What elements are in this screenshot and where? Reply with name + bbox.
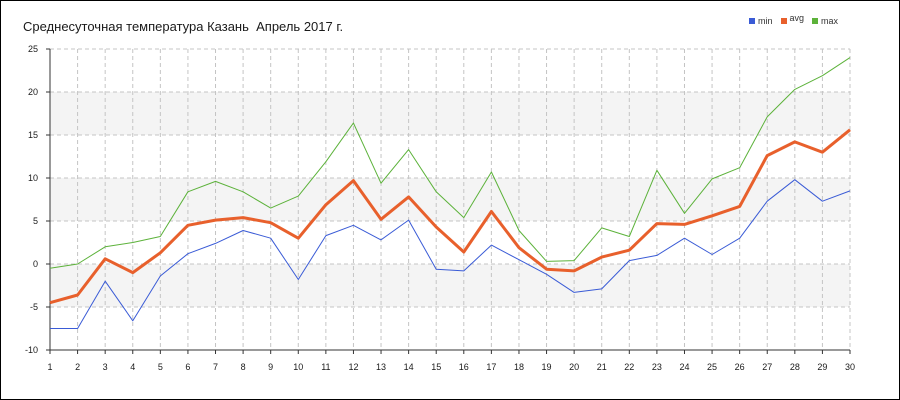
x-tick-label: 1 (47, 362, 52, 372)
y-tick-label: -10 (25, 345, 38, 355)
x-tick-label: 12 (348, 362, 358, 372)
y-tick-label: 15 (28, 130, 38, 140)
y-tick-label: 25 (28, 44, 38, 54)
x-tick-label: 10 (293, 362, 303, 372)
y-tick-label: 20 (28, 87, 38, 97)
x-tick-label: 20 (569, 362, 579, 372)
grid-band (50, 92, 850, 135)
x-tick-label: 9 (268, 362, 273, 372)
legend-item-max: max (812, 16, 838, 26)
y-tick-label: -5 (30, 302, 38, 312)
x-tick-label: 18 (514, 362, 524, 372)
x-tick-label: 11 (321, 362, 330, 372)
x-tick-label: 30 (845, 362, 855, 372)
legend-swatch-avg (780, 18, 787, 24)
y-tick-label: 10 (28, 173, 38, 183)
y-tick-label: 5 (33, 216, 38, 226)
series-line-avg (49, 128, 851, 305)
legend-swatch-min (749, 18, 755, 24)
legend-item-avg: avg (780, 13, 805, 26)
x-tick-label: 29 (817, 362, 827, 372)
legend-label-avg: avg (789, 13, 805, 23)
x-tick-label: 3 (103, 362, 108, 372)
x-tick-label: 24 (679, 362, 689, 372)
legend-item-min: min (749, 16, 773, 26)
legend: min avg max (749, 13, 838, 26)
grid-band (50, 178, 850, 221)
x-tick-label: 15 (431, 362, 441, 372)
x-tick-label: 17 (486, 362, 496, 372)
legend-label-min: min (758, 16, 773, 26)
x-tick-label: 16 (459, 362, 469, 372)
x-tick-label: 4 (130, 362, 135, 372)
legend-swatch-max (812, 18, 819, 24)
x-tick-label: 13 (376, 362, 386, 372)
x-tick-label: 23 (652, 362, 662, 372)
x-tick-label: 21 (597, 362, 607, 372)
x-tick-label: 6 (185, 362, 190, 372)
x-tick-label: 5 (158, 362, 163, 372)
chart-title: Среднесуточная температура Казань Апрель… (23, 19, 344, 34)
y-tick-label: 0 (33, 259, 38, 269)
x-tick-label: 19 (542, 362, 552, 372)
x-tick-label: 14 (404, 362, 414, 372)
x-tick-label: 2 (75, 362, 80, 372)
x-tick-label: 22 (624, 362, 634, 372)
x-tick-label: 8 (241, 362, 246, 372)
x-tick-label: 7 (213, 362, 218, 372)
series-line-max (49, 57, 851, 269)
x-tick-label: 28 (790, 362, 800, 372)
legend-label-max: max (821, 16, 839, 26)
x-tick-label: 26 (735, 362, 745, 372)
x-tick-label: 27 (762, 362, 772, 372)
x-tick-label: 25 (707, 362, 717, 372)
grid-band (50, 264, 850, 307)
series-line-min (50, 179, 851, 329)
